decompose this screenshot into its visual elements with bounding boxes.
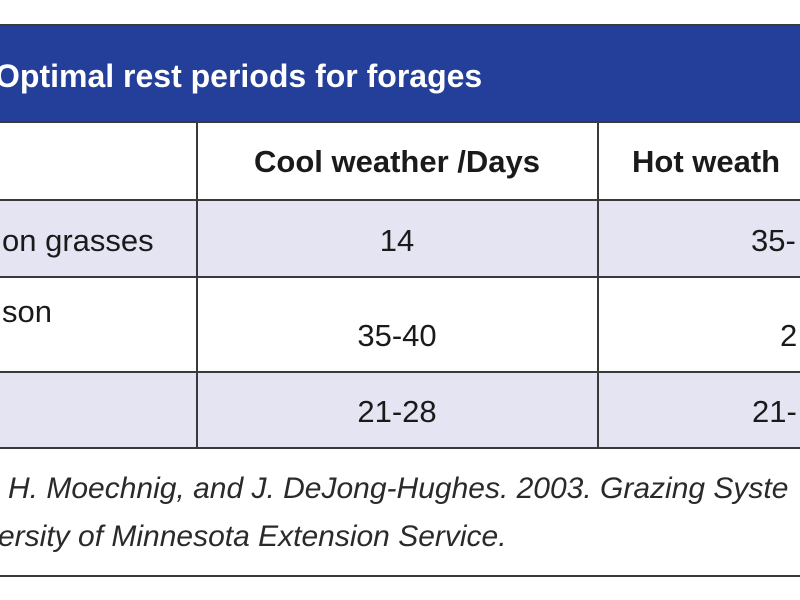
row-border <box>0 276 800 278</box>
cell: 35-40 <box>357 318 437 353</box>
cell: 14 <box>379 223 415 258</box>
row-border <box>0 121 800 123</box>
row-shade <box>0 372 800 448</box>
row-border <box>0 447 800 449</box>
column-header: Hot weath <box>632 144 781 179</box>
source-note: H. Moechnig, and J. DeJong-Hughes. 2003.… <box>8 472 789 505</box>
top-border <box>0 24 800 26</box>
table-title: Optimal rest periods for forages <box>0 58 483 94</box>
cell: 35- <box>751 223 796 258</box>
cell: 2 <box>780 318 798 353</box>
row-border <box>0 199 800 201</box>
row-shade <box>0 200 800 277</box>
title-band <box>0 26 800 122</box>
bottom-border <box>0 575 800 577</box>
column-border <box>597 122 599 448</box>
row-border <box>0 371 800 373</box>
source-note: ersity of Minnesota Extension Service. <box>0 520 507 553</box>
column-border <box>196 122 198 448</box>
column-header: Cool weather /Days <box>254 144 540 179</box>
cell: 21-28 <box>357 394 437 429</box>
row-label: son <box>2 294 52 329</box>
row-label: on grasses <box>2 223 154 258</box>
cell: 21- <box>752 394 797 429</box>
